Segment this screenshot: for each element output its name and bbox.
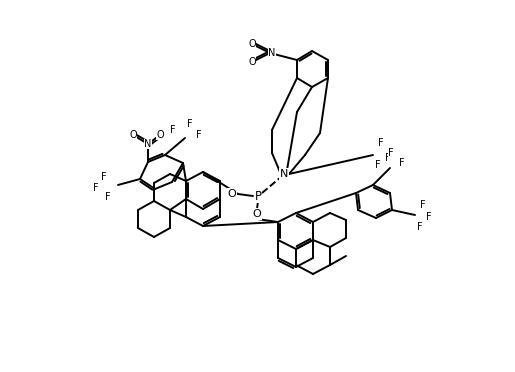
Text: O: O — [156, 130, 164, 140]
Text: F: F — [417, 222, 423, 232]
Text: F: F — [187, 119, 193, 129]
Text: F: F — [378, 138, 384, 148]
Text: F: F — [375, 161, 381, 171]
Text: F: F — [420, 200, 426, 210]
Text: F: F — [399, 158, 405, 168]
Text: F: F — [196, 130, 202, 140]
Text: O: O — [253, 209, 262, 219]
Text: F: F — [105, 192, 111, 202]
Text: F: F — [426, 212, 432, 222]
Text: O: O — [248, 39, 256, 49]
Text: F: F — [388, 148, 394, 158]
Text: F: F — [385, 153, 391, 163]
Text: O: O — [248, 57, 256, 67]
Text: F: F — [170, 125, 176, 135]
Text: F: F — [101, 172, 107, 182]
Text: P: P — [254, 189, 262, 202]
Text: F: F — [93, 183, 99, 193]
Text: F: F — [375, 160, 381, 170]
Text: O: O — [129, 130, 137, 140]
Text: N: N — [268, 48, 276, 58]
Text: N: N — [144, 139, 152, 149]
Text: O: O — [228, 189, 236, 199]
Text: N: N — [280, 169, 288, 179]
